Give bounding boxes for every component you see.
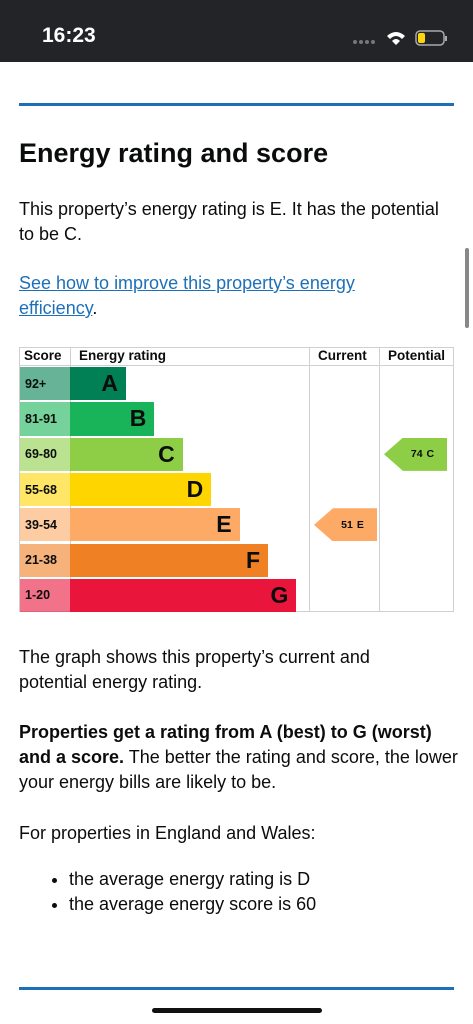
link-end: .: [92, 298, 98, 318]
score-range: 81-91: [25, 411, 57, 426]
home-indicator: [152, 1008, 322, 1013]
score-cell: 81-91: [20, 402, 70, 436]
rating-info: Properties get a rating from A (best) to…: [19, 720, 459, 795]
rating-bar: A: [70, 367, 126, 401]
score-range: 92+: [25, 376, 47, 391]
rating-bar: D: [70, 472, 212, 507]
score-cell-background: [20, 402, 70, 436]
score-cell: 21-38: [20, 543, 70, 577]
rating-bar: C: [70, 437, 183, 471]
rating-letter: C: [158, 440, 175, 467]
score-cell-background: [20, 367, 70, 401]
status-icons: [353, 30, 447, 46]
potential-score: 74: [410, 448, 423, 461]
explanation: The graph shows this property’s current …: [19, 647, 370, 692]
column-header: Potential: [388, 348, 446, 363]
rating-letter: D: [186, 476, 204, 503]
header-divider: [20, 365, 453, 366]
averages-list: the average energy rating is Dthe averag…: [0, 867, 316, 917]
score-cell-background: [20, 508, 70, 542]
score-cell: 69-80: [20, 437, 70, 471]
emphasis-rest: The better the rating and score, the low…: [19, 747, 458, 792]
column-divider: [379, 348, 380, 611]
intro: This property’s energy rating is E. It h…: [19, 199, 439, 244]
link-paragraph: See how to improve this property’s energ…: [19, 271, 419, 321]
average-item: the average energy score is 60: [69, 892, 316, 917]
potential-rating: C: [426, 448, 435, 461]
score-range: 55-68: [25, 482, 57, 497]
current-score: 51: [341, 518, 353, 531]
column-header: Energy rating: [79, 348, 167, 363]
score-cell: 1-20: [20, 578, 70, 613]
score-cell-background: [20, 472, 70, 507]
rating-letter: G: [270, 581, 289, 608]
column-divider: [309, 348, 310, 611]
score-cell-background: [20, 543, 70, 577]
score-cell: 55-68: [20, 472, 70, 507]
bottom-rule: [19, 987, 454, 990]
emphasis: Properties get a rating from A (best) to…: [19, 722, 432, 767]
score-range: 1-20: [25, 588, 51, 603]
score-cell-background: [20, 578, 70, 613]
clock: 16:23: [42, 24, 96, 47]
rating-letter: F: [245, 546, 260, 573]
column-header: Score: [24, 348, 62, 363]
rating-bar: G: [70, 578, 297, 613]
score-range: 21-38: [25, 553, 57, 568]
improve-link[interactable]: See how to improve this property’s energ…: [19, 273, 355, 318]
score-cell: 92+: [20, 367, 70, 401]
potential-rating-arrow: 74 C: [384, 437, 447, 471]
column-header: Current: [318, 348, 367, 363]
rating-letter: E: [216, 511, 232, 538]
rating-bar: E: [70, 508, 240, 542]
average-item: the average energy rating is D: [69, 867, 316, 892]
current-rating-arrow: 51 E: [314, 508, 377, 542]
current-rating: E: [356, 518, 364, 531]
score-cell-background: [20, 437, 70, 471]
rating-bar: B: [70, 402, 155, 436]
average-intro: For properties in England and Wales:: [19, 823, 316, 843]
score-range: 39-54: [25, 517, 57, 532]
scrollbar: [465, 248, 469, 328]
top-rule: [19, 103, 454, 106]
title: Energy rating and score: [19, 138, 329, 168]
score-cell: 39-54: [20, 508, 70, 542]
rating-bar: F: [70, 543, 268, 577]
rating-letter: A: [101, 370, 118, 397]
rating-table: Score Energy rating Current Potential 92+ A 81…: [19, 347, 454, 613]
status-bar: 16:23: [0, 0, 473, 62]
score-range: 69-80: [25, 447, 57, 462]
rating-letter: B: [129, 405, 147, 432]
